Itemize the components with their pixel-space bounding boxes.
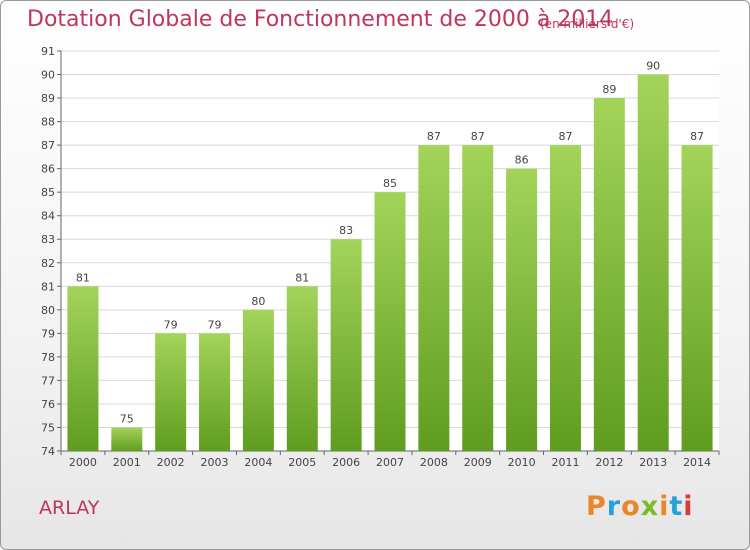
y-tick-label: 82 [41, 257, 55, 270]
logo-letter: i [659, 491, 670, 522]
bar [506, 168, 538, 451]
x-tick-label: 2008 [420, 456, 448, 469]
bar [155, 333, 187, 451]
data-label: 87 [690, 130, 704, 143]
y-tick-label: 78 [41, 351, 55, 364]
data-label: 90 [646, 60, 660, 73]
y-tick-label: 85 [41, 186, 55, 199]
chart-subtitle: (en milliers d'€) [540, 17, 635, 31]
logo-letter: P [586, 491, 607, 522]
y-tick-label: 80 [41, 304, 55, 317]
bar [637, 74, 669, 451]
bar [418, 145, 450, 451]
x-tick-label: 2004 [244, 456, 272, 469]
data-label: 87 [471, 130, 485, 143]
data-label: 85 [383, 177, 397, 190]
x-tick-label: 2005 [288, 456, 316, 469]
y-tick-label: 91 [41, 45, 55, 58]
x-tick-label: 2006 [332, 456, 360, 469]
x-tick-label: 2010 [508, 456, 536, 469]
data-label: 86 [515, 154, 529, 167]
x-tick-label: 2011 [551, 456, 579, 469]
data-label: 75 [120, 412, 134, 425]
data-label: 89 [602, 83, 616, 96]
data-label: 83 [339, 224, 353, 237]
bar [681, 145, 713, 451]
data-label: 87 [558, 130, 572, 143]
y-tick-label: 90 [41, 69, 55, 82]
y-tick-label: 77 [41, 374, 55, 387]
y-tick-label: 86 [41, 163, 55, 176]
bar [199, 333, 231, 451]
logo-letter: r [606, 491, 622, 522]
x-tick-label: 2009 [464, 456, 492, 469]
data-label: 79 [164, 318, 178, 331]
y-tick-label: 84 [41, 210, 55, 223]
logo-letter: x [640, 491, 660, 522]
x-tick-label: 2001 [113, 456, 141, 469]
x-tick-label: 2003 [201, 456, 229, 469]
x-tick-label: 2007 [376, 456, 404, 469]
bar [286, 286, 318, 451]
y-tick-label: 79 [41, 327, 55, 340]
y-tick-label: 74 [41, 445, 55, 458]
bar [593, 98, 625, 451]
chart-title: Dotation Globale de Fonctionnement de 20… [27, 7, 614, 32]
bar [462, 145, 494, 451]
proxiti-logo: Proxiti [586, 491, 694, 522]
bar [67, 286, 99, 451]
y-tick-label: 83 [41, 233, 55, 246]
data-label: 81 [76, 271, 90, 284]
data-label: 80 [251, 295, 265, 308]
commune-name: ARLAY [39, 497, 100, 519]
data-label: 81 [295, 271, 309, 284]
x-tick-label: 2014 [683, 456, 711, 469]
y-tick-label: 89 [41, 92, 55, 105]
x-tick-label: 2000 [69, 456, 97, 469]
x-tick-label: 2012 [595, 456, 623, 469]
bar [330, 239, 362, 451]
y-tick-label: 88 [41, 116, 55, 129]
data-label: 87 [427, 130, 441, 143]
y-tick-label: 76 [41, 398, 55, 411]
data-label: 79 [208, 318, 222, 331]
x-tick-label: 2013 [639, 456, 667, 469]
bar [242, 309, 274, 451]
logo-letter: t [669, 491, 684, 522]
logo-letter: i [683, 491, 694, 522]
y-tick-label: 81 [41, 280, 55, 293]
y-tick-label: 75 [41, 421, 55, 434]
bar [111, 427, 143, 451]
bar [549, 145, 581, 451]
logo-letter: o [621, 491, 641, 522]
x-tick-label: 2002 [157, 456, 185, 469]
bar [374, 192, 406, 452]
y-tick-label: 87 [41, 139, 55, 152]
